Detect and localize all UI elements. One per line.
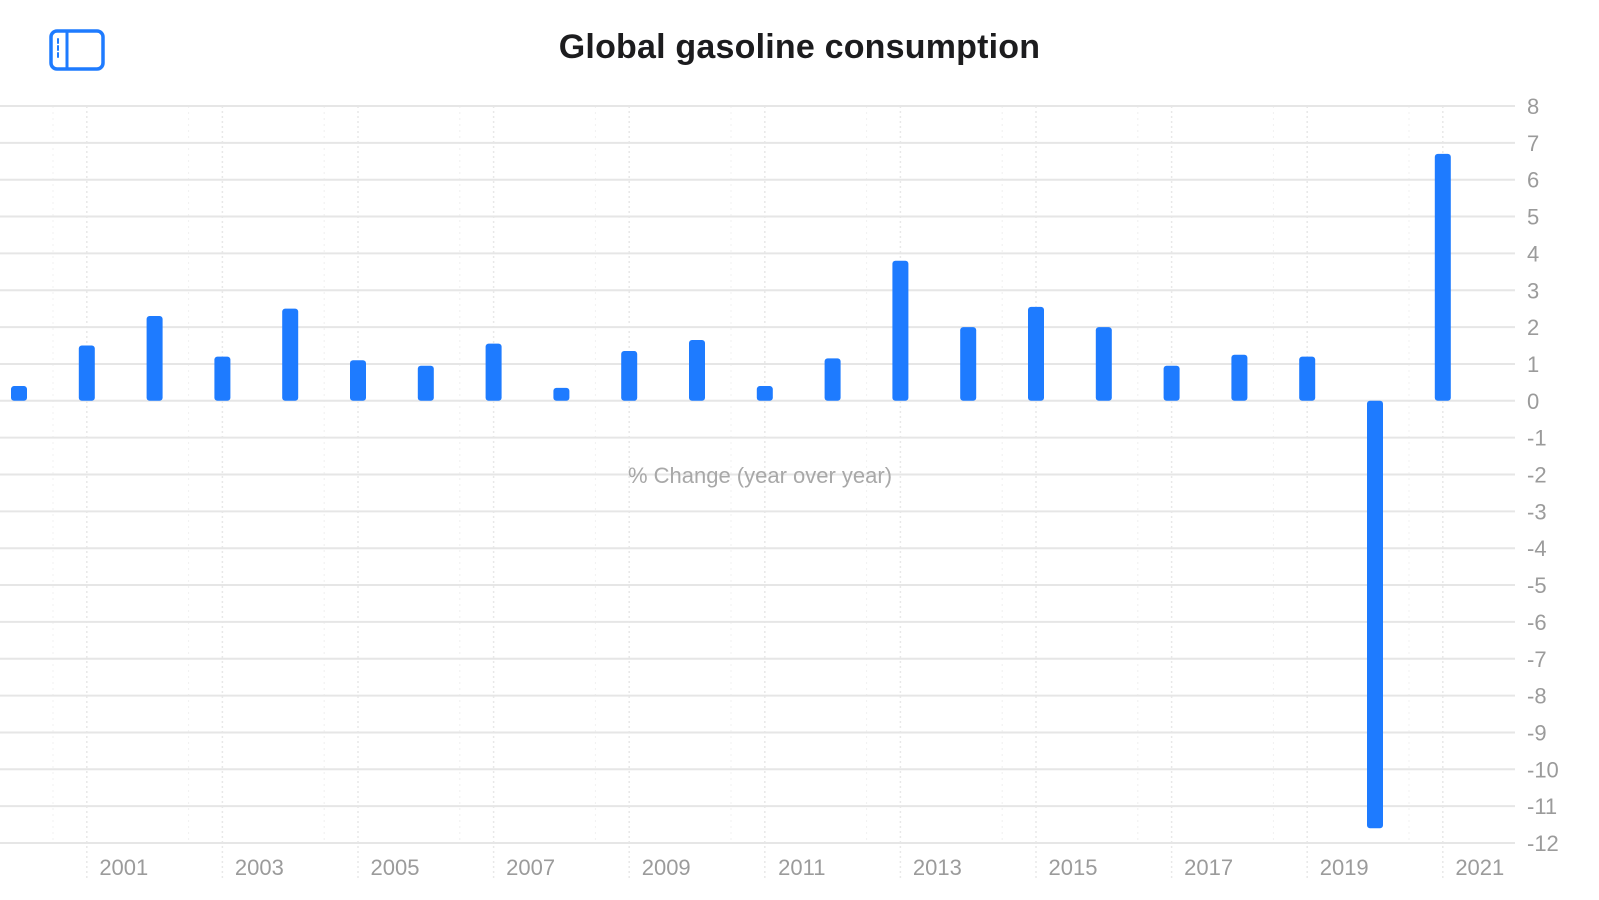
bar-2002[interactable] <box>146 316 163 401</box>
bar-2016[interactable] <box>1095 327 1112 401</box>
y-tick-label: 3 <box>1527 278 1539 303</box>
bar-2009[interactable] <box>621 351 638 401</box>
bar-2018[interactable] <box>1231 354 1248 401</box>
x-tick-label: 2017 <box>1184 855 1233 880</box>
bar-2007[interactable] <box>485 343 502 401</box>
x-tick-label: 2021 <box>1455 855 1504 880</box>
y-tick-label: -12 <box>1527 831 1559 856</box>
y-tick-label: -7 <box>1527 647 1547 672</box>
x-tick-label: 2013 <box>913 855 962 880</box>
bar-2021[interactable] <box>1434 153 1451 401</box>
chart-title: Global gasoline consumption <box>558 28 1041 66</box>
y-tick-label: 7 <box>1527 131 1539 156</box>
y-tick-label: -5 <box>1527 573 1547 598</box>
y-tick-label: -4 <box>1527 536 1547 561</box>
y-tick-label: -1 <box>1527 426 1547 451</box>
bar-2014[interactable] <box>960 327 977 401</box>
y-axis-label: % Change (year over year) <box>628 463 892 488</box>
bars <box>11 153 1451 829</box>
x-tick-labels: 2001 2003 2005 2007 2009 2011 2013 2015 2017 2019… <box>99 855 1504 880</box>
y-tick-label: 1 <box>1527 352 1539 377</box>
bar-2012[interactable] <box>824 358 841 401</box>
bar-2019[interactable] <box>1299 356 1316 401</box>
bar-2003[interactable] <box>214 356 231 401</box>
x-tick-label: 2009 <box>642 855 691 880</box>
y-tick-label: -8 <box>1527 684 1547 709</box>
bar-2013[interactable] <box>892 260 909 401</box>
bar-2017[interactable] <box>1163 365 1180 401</box>
toolbar: Global gasoline consumption <box>0 0 1599 100</box>
y-tick-label: -6 <box>1527 610 1547 635</box>
x-tick-label: 2011 <box>778 855 825 880</box>
x-tick-label: 2001 <box>99 855 148 880</box>
y-tick-label: -2 <box>1527 463 1547 488</box>
y-tick-label: -11 <box>1527 794 1557 819</box>
y-tick-label: 0 <box>1527 389 1539 414</box>
x-tick-label: 2003 <box>235 855 284 880</box>
y-tick-label: -9 <box>1527 720 1547 745</box>
bar-2000[interactable] <box>11 386 27 401</box>
sidebar-left-icon <box>49 29 105 71</box>
bar-2011[interactable] <box>756 386 773 401</box>
x-tick-label: 2005 <box>371 855 420 880</box>
x-tick-label: 2007 <box>506 855 555 880</box>
bar-2020[interactable] <box>1367 400 1383 829</box>
bar-2010[interactable] <box>689 339 705 401</box>
bar-2005[interactable] <box>350 360 366 401</box>
bar-2004[interactable] <box>282 308 299 401</box>
x-tick-label: 2015 <box>1049 855 1098 880</box>
y-tick-label: 2 <box>1527 315 1539 340</box>
vertical-gridlines <box>52 106 1444 880</box>
y-tick-label: -10 <box>1527 757 1559 782</box>
bar-2008[interactable] <box>553 387 570 401</box>
bar-2006[interactable] <box>417 365 434 401</box>
y-tick-label: 6 <box>1527 168 1539 193</box>
y-tick-label: 4 <box>1527 241 1539 266</box>
y-tick-label: 5 <box>1527 205 1539 230</box>
y-tick-labels: 8 7 6 5 4 3 2 1 0 -1 -2 -3 -4 -5 -6 -7 -8 -9 -10 -11 -12 <box>1527 94 1559 856</box>
bar-2001[interactable] <box>78 345 95 401</box>
y-tick-label: 8 <box>1527 94 1539 119</box>
horizontal-gridlines <box>0 105 1515 844</box>
y-tick-label: -3 <box>1527 499 1547 524</box>
sidebar-toggle-button[interactable] <box>48 27 106 73</box>
x-tick-label: 2019 <box>1320 855 1369 880</box>
bar-2015[interactable] <box>1028 306 1044 401</box>
